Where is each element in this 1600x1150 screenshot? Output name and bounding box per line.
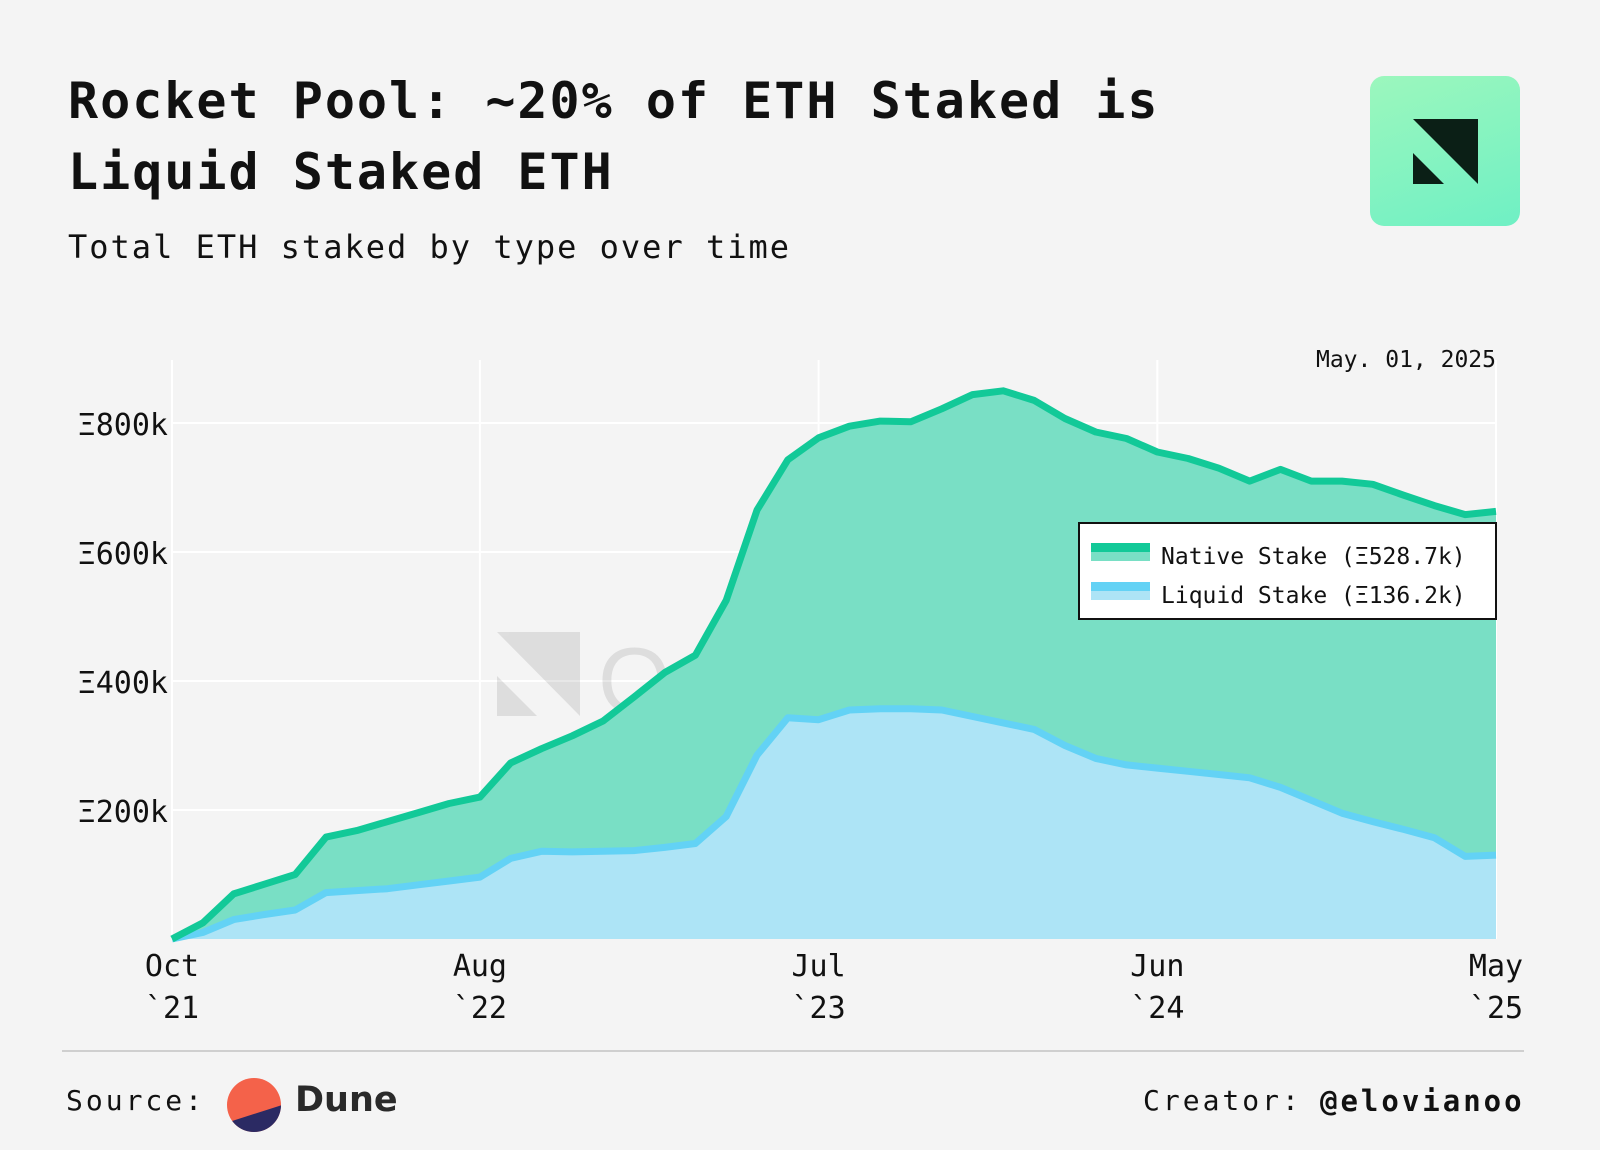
legend-box <box>1078 522 1497 620</box>
footer-divider <box>62 1050 1524 1052</box>
native-stake-line <box>170 387 1497 943</box>
source-name: Dune <box>295 1080 398 1120</box>
date-label: May. 01, 2025 <box>1316 347 1496 373</box>
legend-swatch-fill <box>1091 591 1150 600</box>
y-tick-label: Ξ600k <box>78 537 168 572</box>
x-tick-label: Aug <box>453 949 507 984</box>
x-tick-label: `24 <box>1130 991 1184 1026</box>
legend-swatch <box>1091 543 1150 552</box>
chart-subtitle: Total ETH staked by type over time <box>68 228 792 266</box>
dune-logo-icon <box>227 1078 281 1132</box>
legend-swatch-fill <box>1091 552 1150 561</box>
x-axis: Oct `21 Aug `22 Jul `23 Jun `24 May `25 <box>145 949 1523 1026</box>
x-tick-label: Oct <box>145 949 199 984</box>
legend-label: Native Stake (Ξ528.7k) <box>1161 544 1466 570</box>
legend-label: Liquid Stake (Ξ136.2k) <box>1161 583 1466 609</box>
creator-label: Creator: <box>1143 1084 1302 1117</box>
ournetwork-logo-icon <box>1370 76 1520 226</box>
legend-swatch <box>1091 582 1150 591</box>
liquid-stake-area <box>172 708 1496 939</box>
y-tick-label: Ξ400k <box>78 666 168 701</box>
x-tick-label: `23 <box>792 991 846 1026</box>
y-tick-label: Ξ200k <box>78 795 168 830</box>
x-tick-label: `21 <box>145 991 199 1026</box>
chart-title: Rocket Pool: ~20% of ETH Staked is Liqui… <box>68 72 1160 201</box>
x-tick-label: Jun <box>1130 949 1184 984</box>
y-axis: Ξ200k Ξ400k Ξ600k Ξ800k <box>78 408 168 830</box>
x-tick-label: Jul <box>792 949 846 984</box>
liquid-stake-line <box>171 705 1497 943</box>
chart-legend: Native Stake (Ξ528.7k) Liquid Stake (Ξ136… <box>1078 522 1497 620</box>
creator-handle: @elovianoo <box>1320 1084 1525 1118</box>
y-tick-label: Ξ800k <box>78 408 168 443</box>
x-tick-label: May <box>1469 949 1523 984</box>
x-tick-label: `22 <box>453 991 507 1026</box>
source-label: Source: <box>66 1084 206 1117</box>
chart-lines <box>170 387 1497 943</box>
x-tick-label: `25 <box>1469 991 1523 1026</box>
